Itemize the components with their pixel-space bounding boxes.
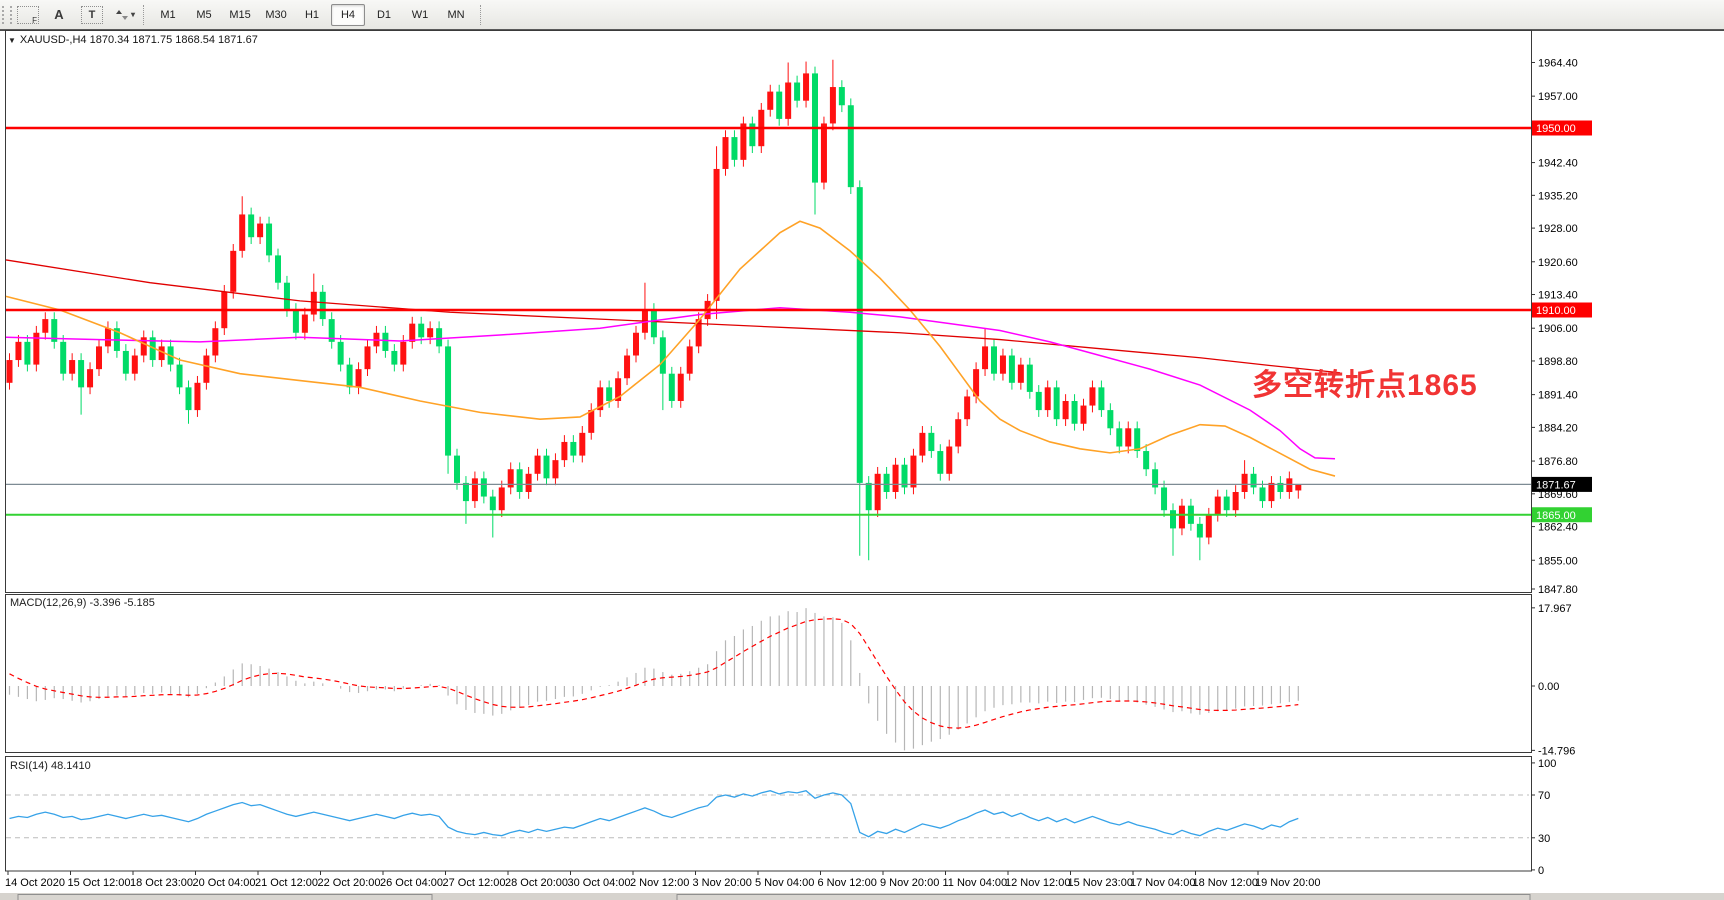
- date-axis-label: 14 Oct 2020: [5, 877, 65, 889]
- date-axis-label: 26 Oct 04:00: [380, 877, 443, 889]
- macd-axis-label: -14.796: [1538, 745, 1575, 757]
- chevron-down-icon: ▾: [131, 10, 136, 19]
- sort-arrows-icon: [116, 9, 128, 20]
- toolbar-separator: [480, 4, 482, 25]
- date-axis-label: 9 Nov 20:00: [880, 877, 939, 889]
- date-axis-label: 15 Oct 12:00: [68, 877, 131, 889]
- date-axis-label: 6 Nov 12:00: [818, 877, 877, 889]
- macd-histogram: [8, 608, 1299, 751]
- annotation-text[interactable]: 多空转折点1865: [1252, 369, 1478, 402]
- profile-grid-icon[interactable]: F: [17, 5, 39, 25]
- price-axis-label: 1855.00: [1538, 555, 1578, 567]
- timeframe-button-m30[interactable]: M30: [265, 8, 287, 21]
- date-axis-label: 22 Oct 20:00: [318, 877, 381, 889]
- timeframe-button-m5[interactable]: M5: [196, 8, 212, 21]
- price-badge: [1532, 507, 1592, 523]
- rsi-label: RSI(14) 48.1410: [10, 760, 91, 772]
- price-axis-label: 1928.00: [1538, 223, 1578, 235]
- price-badge-label: 1910.00: [1536, 305, 1576, 317]
- candlestick-series: [6, 59, 1302, 561]
- date-axis-label: 30 Oct 04:00: [568, 877, 631, 889]
- date-axis-label: 18 Oct 23:00: [130, 877, 193, 889]
- price-axis-label: 1891.40: [1538, 390, 1578, 402]
- date-axis-label: 5 Nov 04:00: [755, 877, 814, 889]
- price-axis-label: 1964.40: [1538, 57, 1578, 69]
- rsi-axis-label: 70: [1538, 790, 1550, 802]
- profile-grid-label: F: [32, 15, 37, 25]
- timeframe-button-m15[interactable]: M15: [229, 8, 251, 21]
- price-badge: [1532, 120, 1592, 136]
- date-axis-label: 17 Nov 04:00: [1130, 877, 1195, 889]
- timeframe-button-h1[interactable]: H1: [304, 8, 320, 21]
- price-badge-label: 1865.00: [1536, 510, 1576, 522]
- text-tool-icon[interactable]: T: [81, 5, 103, 24]
- date-axis-label: 11 Nov 04:00: [943, 877, 1008, 889]
- date-axis-label: 15 Nov 23:00: [1068, 877, 1133, 889]
- timeframe-button-mn[interactable]: MN: [447, 8, 465, 21]
- toolbar: F A T ▾ M1 M5 M15 M30 H1 H4 D1 W1 MN: [0, 0, 1724, 30]
- price-axis-label: 1869.60: [1538, 489, 1578, 501]
- price-badge: [1532, 302, 1592, 318]
- ma-magenta-line: [5, 306, 1336, 460]
- timeframe-button-h4[interactable]: H4: [331, 3, 366, 26]
- main-pane-border: [5, 30, 1532, 593]
- price-axis-label: 1942.40: [1538, 158, 1578, 170]
- rsi-line: [9, 790, 1299, 838]
- macd-signal-line: [9, 618, 1299, 729]
- date-axis-label: 18 Nov 12:00: [1193, 877, 1258, 889]
- date-axis-label: 21 Oct 12:00: [255, 877, 318, 889]
- cursor-modes-icon[interactable]: ▾: [115, 5, 135, 25]
- price-axis-label: 1913.40: [1538, 290, 1578, 302]
- macd-axis-label: 0.00: [1538, 681, 1559, 693]
- symbol-dropdown-icon[interactable]: ▼: [8, 36, 16, 45]
- macd-pane-border: [5, 594, 1532, 753]
- chart-title: ▼ XAUUSD-,H4 1870.34 1871.75 1868.54 1871…: [8, 34, 258, 46]
- date-axis-label: 27 Oct 12:00: [443, 877, 506, 889]
- price-axis-label: 1847.80: [1538, 584, 1578, 596]
- date-axis-label: 28 Oct 20:00: [505, 877, 568, 889]
- ma-red-line: [5, 259, 1341, 374]
- toolbar-grip[interactable]: [2, 5, 12, 24]
- price-axis-label: 1898.80: [1538, 356, 1578, 368]
- price-axis-label: 1957.00: [1538, 91, 1578, 103]
- price-axis-label: 1920.60: [1538, 257, 1578, 269]
- date-axis-label: 20 Oct 04:00: [193, 877, 256, 889]
- price-badge-label: 1871.67: [1536, 479, 1576, 491]
- date-axis-label: 19 Nov 20:00: [1255, 877, 1320, 889]
- rsi-axis-label: 30: [1538, 833, 1550, 845]
- font-icon[interactable]: A: [54, 7, 64, 22]
- ma-orange-line: [5, 220, 1336, 477]
- price-axis-label: 1935.20: [1538, 190, 1578, 202]
- date-axis-label: 3 Nov 20:00: [693, 877, 752, 889]
- price-axis-label: 1876.80: [1538, 456, 1578, 468]
- bottom-panel-tab[interactable]: [17, 894, 433, 900]
- price-axis-label: 1906.00: [1538, 323, 1578, 335]
- macd-axis-label: 17.967: [1538, 603, 1572, 615]
- date-axis-label: 12 Nov 12:00: [1005, 877, 1070, 889]
- macd-label: MACD(12,26,9) -3.396 -5.185: [10, 597, 155, 609]
- rsi-axis-label: 100: [1538, 758, 1556, 770]
- price-axis-label: 1884.20: [1538, 422, 1578, 434]
- price-chart[interactable]: 1950.00 1910.00 1871.67 1865.00 1964.40 1957.…: [0, 30, 1724, 900]
- timeframe-button-w1[interactable]: W1: [411, 8, 429, 21]
- date-axis-label: 2 Nov 12:00: [630, 877, 689, 889]
- price-axis-label: 1862.40: [1538, 522, 1578, 534]
- timeframe-button-m1[interactable]: M1: [160, 8, 176, 21]
- rsi-axis-label: 0: [1538, 865, 1544, 877]
- timeframe-button-d1[interactable]: D1: [376, 8, 392, 21]
- timeframe-buttons: M1 M5 M15 M30 H1 H4 D1 W1 MN: [150, 3, 474, 26]
- rsi-pane-border: [5, 756, 1532, 872]
- bottom-panel-tab[interactable]: [676, 894, 1531, 900]
- price-badge: [1532, 476, 1592, 492]
- price-badge-label: 1950.00: [1536, 123, 1576, 135]
- chart-title-text: XAUUSD-,H4 1870.34 1871.75 1868.54 1871.…: [19, 34, 258, 46]
- toolbar-separator: [143, 4, 145, 25]
